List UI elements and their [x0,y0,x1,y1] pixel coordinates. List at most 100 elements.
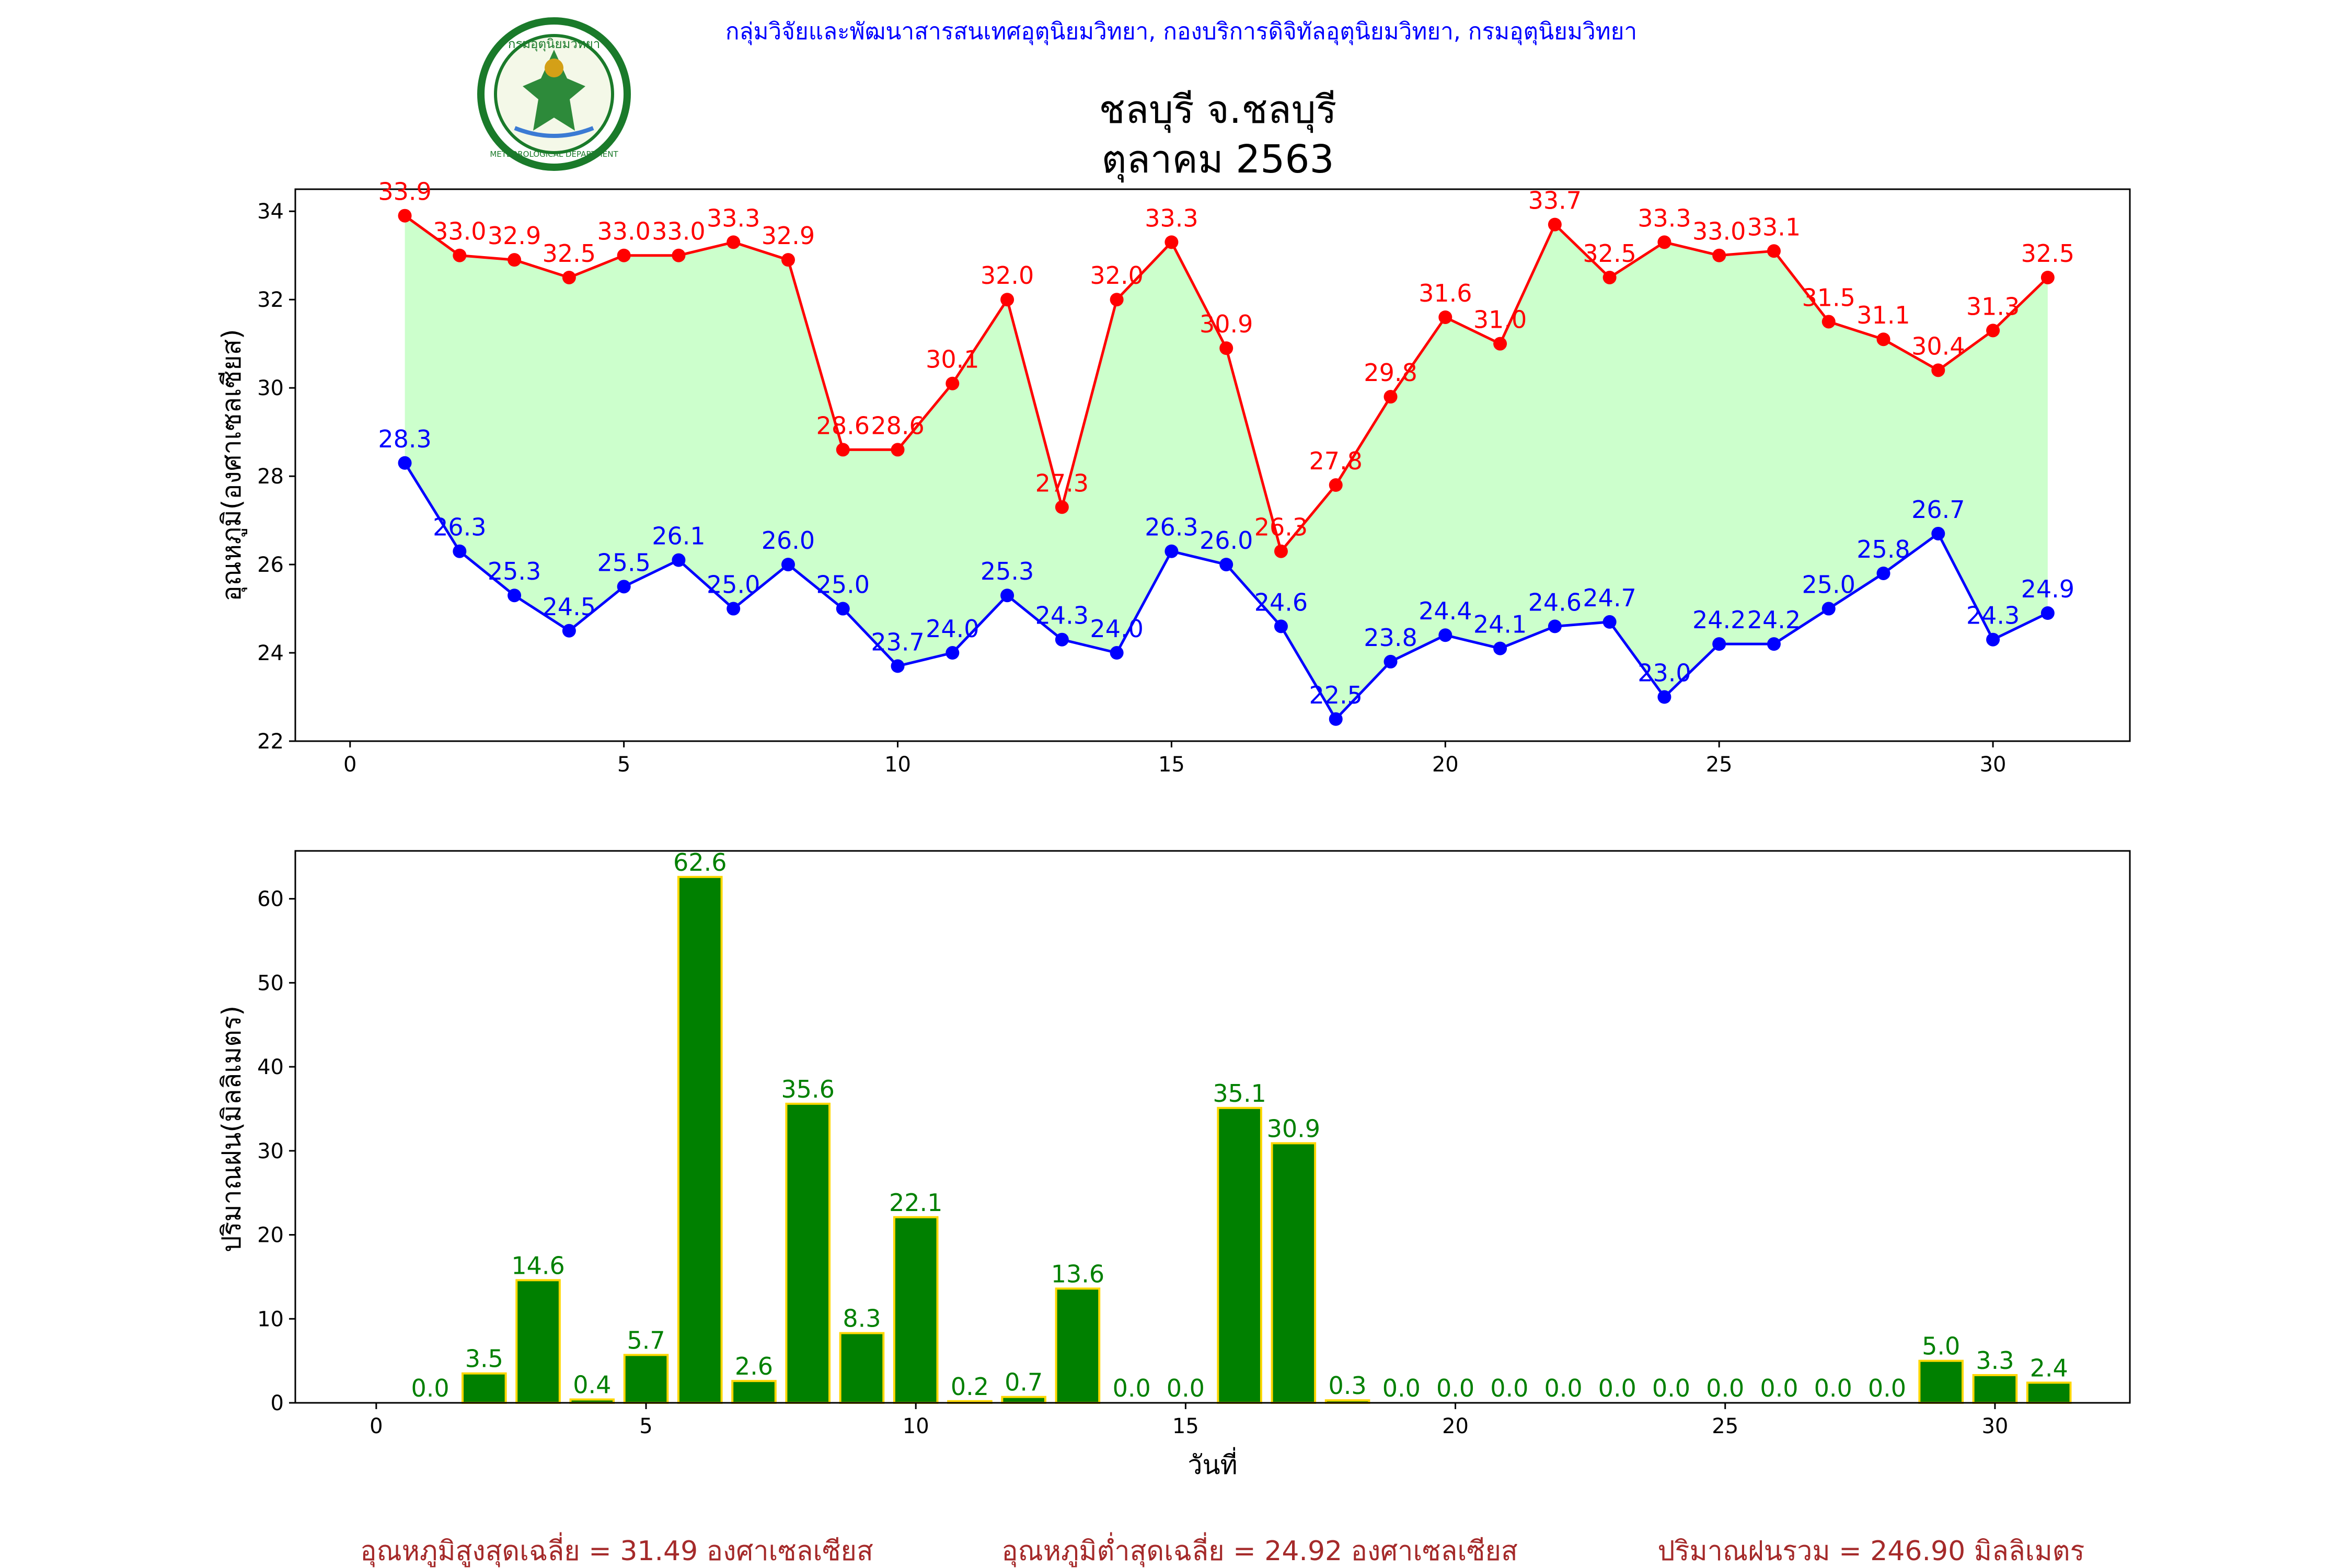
footer-avg-max: อุณหภูมิสูงสุดเฉลี่ย = 31.49 องศาเซลเซีย… [360,1532,873,1567]
x-tick-label: 10 [903,1414,929,1438]
max-temp-point [781,253,795,267]
min-temp-data-label: 25.8 [1857,535,1910,563]
min-temp-data-label: 24.0 [1090,615,1143,643]
rain-data-label: 0.7 [1005,1368,1043,1397]
min-temp-point [1821,602,1836,616]
rain-bar [515,1279,561,1404]
y-tick-label: 30 [257,1139,284,1163]
min-temp-point [1986,632,2000,647]
min-temp-point [508,589,522,603]
min-temp-data-label: 28.3 [378,425,431,453]
rain-bar [1918,1359,1964,1404]
rain-bar [677,875,723,1404]
rain-data-label: 0.0 [1652,1374,1690,1402]
min-temp-point [672,553,686,567]
max-temp-data-label: 31.3 [1966,292,2020,320]
min-temp-point [1712,637,1726,651]
y-tick-label: 22 [257,730,284,754]
min-temp-data-label: 23.0 [1638,659,1691,687]
min-temp-point [1931,526,1945,540]
min-temp-data-label: 24.2 [1747,606,1801,634]
rain-bar [731,1380,777,1404]
max-temp-point [2040,270,2055,284]
max-temp-point [836,443,850,457]
rain-bar [462,1372,507,1404]
max-temp-point [891,443,905,457]
rain-data-label: 0.0 [1706,1374,1744,1402]
rain-bar [1055,1287,1101,1404]
min-temp-data-label: 22.5 [1309,681,1363,709]
min-temp-data-label: 23.8 [1364,624,1417,652]
min-temp-point [562,624,576,638]
min-temp-point [1274,619,1288,633]
max-temp-data-label: 32.5 [2021,239,2074,268]
max-temp-data-label: 32.0 [981,261,1034,290]
min-temp-point [398,456,412,470]
logo-bottom-text: METEOROLOGICAL DEPARTMENT [490,149,618,159]
max-temp-data-label: 32.9 [488,222,541,250]
rain-data-label: 0.4 [573,1371,611,1399]
rain-bar [623,1354,669,1404]
y-tick-label: 0 [271,1391,284,1415]
x-tick-label: 20 [1442,1414,1469,1438]
max-temp-point [1438,310,1452,324]
department-logo: กรมอุตุนิยมวิทยา METEOROLOGICAL DEPARTME… [477,17,631,171]
min-temp-point [781,558,795,572]
rain-data-label: 0.0 [1382,1374,1421,1402]
max-temp-data-label: 31.1 [1857,301,1910,329]
x-tick-label: 15 [1172,1414,1199,1438]
min-temp-data-label: 23.7 [871,628,924,656]
max-temp-data-label: 31.6 [1419,279,1472,307]
chart-title-line2: ตุลาคม 2563 [1101,137,1334,183]
y-tick-label: 34 [257,200,284,224]
rain-bar [1972,1374,2018,1404]
x-tick-label: 30 [1981,1414,2008,1438]
max-temp-data-label: 28.6 [816,411,870,440]
rainfall-y-axis-label: ปริมาณฝน(มิลลิเมตร) [216,1006,247,1252]
rain-bar [839,1332,885,1404]
y-tick-label: 26 [257,553,284,577]
rain-data-label: 0.0 [1814,1374,1852,1402]
y-tick-label: 60 [257,887,284,912]
y-tick-label: 28 [257,465,284,489]
y-tick-label: 32 [257,288,284,312]
min-temp-point [1438,628,1452,642]
min-temp-data-label: 24.5 [543,593,596,621]
min-temp-data-label: 26.1 [652,522,705,550]
max-temp-data-label: 33.3 [1145,204,1198,232]
rain-data-label: 0.0 [1760,1374,1798,1402]
min-temp-point [1110,646,1124,660]
rain-data-label: 0.0 [1598,1374,1636,1402]
footer-avg-min: อุณหภูมิต่ำสุดเฉลี่ย = 24.92 องศาเซลเซีย… [1001,1532,1517,1567]
min-temp-point [2040,606,2055,620]
max-temp-data-label: 31.5 [1802,283,1855,312]
rain-data-label: 0.3 [1329,1371,1367,1400]
rain-data-label: 35.6 [781,1075,835,1103]
min-temp-point [1548,619,1562,633]
max-temp-data-label: 33.0 [597,217,650,246]
max-temp-data-label: 28.6 [871,411,924,440]
chart-title-line1: ชลบุรี จ.ชลบุรี [1099,87,1337,133]
x-tick-label: 25 [1712,1414,1738,1438]
rainfall-plot-frame [294,850,2131,1404]
min-temp-data-label: 24.1 [1473,610,1527,639]
x-tick-label: 30 [1980,753,2007,777]
rain-data-label: 0.0 [1113,1374,1151,1402]
rain-data-label: 2.6 [735,1352,773,1380]
rain-data-label: 35.1 [1213,1079,1266,1108]
y-tick-label: 30 [257,376,284,400]
rain-data-label: 0.0 [1436,1374,1474,1402]
min-temp-data-label: 24.0 [926,615,979,643]
rain-bar [1217,1106,1262,1404]
max-temp-data-label: 32.5 [1583,239,1636,268]
rain-data-label: 0.0 [1544,1374,1582,1402]
max-temp-point [1931,363,1945,377]
logo-top-text: กรมอุตุนิยมวิทยา [508,37,600,52]
rain-data-label: 2.4 [2030,1354,2068,1382]
max-temp-data-label: 33.3 [1638,204,1691,232]
max-temp-point [1329,478,1343,492]
min-temp-data-label: 25.0 [816,571,870,599]
min-temp-point [617,580,631,594]
max-temp-point [1876,332,1890,347]
rain-data-label: 0.0 [1167,1374,1205,1402]
